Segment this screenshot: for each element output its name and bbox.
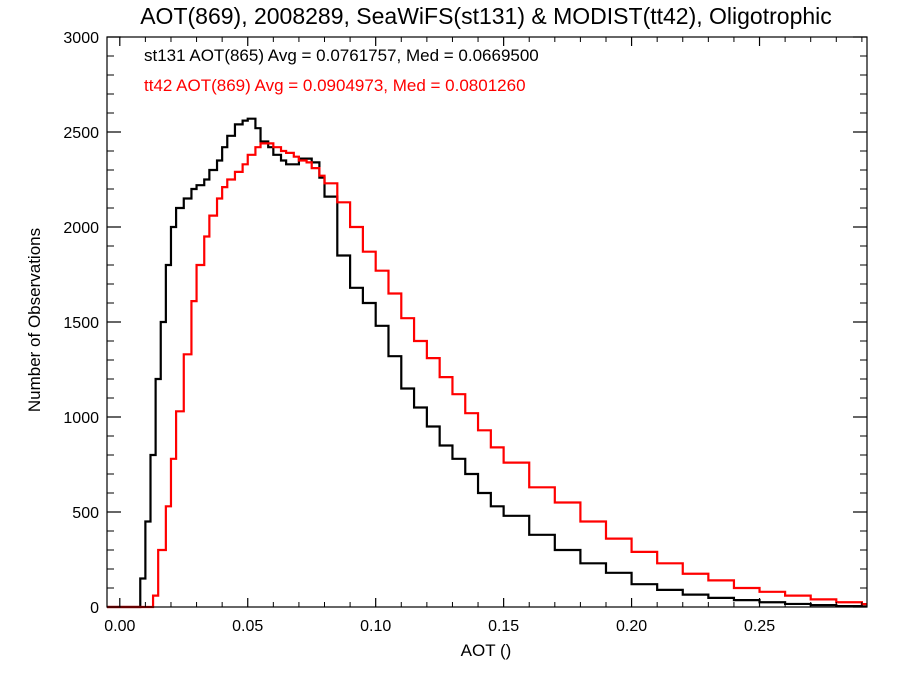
x-axis-label: AOT (): [461, 641, 512, 660]
legend: st131 AOT(865) Avg = 0.0761757, Med = 0.…: [144, 46, 539, 95]
y-tick-label: 2000: [63, 220, 99, 237]
y-axis-label: Number of Observations: [25, 228, 44, 412]
axes: 0.00 0.05 0.10 0.15 0.20 0.25 0 500 1000 1500 2000…: [63, 30, 868, 635]
y-tick-label: 3000: [63, 30, 99, 47]
y-tick-label: 2500: [63, 125, 99, 142]
x-tick-label: 0.15: [488, 618, 519, 635]
series-tt42-line: [107, 142, 867, 609]
chart-title: AOT(869), 2008289, SeaWiFS(st131) & MODI…: [140, 3, 832, 29]
x-tick-label: 0.20: [616, 618, 647, 635]
series-layer: [107, 117, 867, 609]
series-st131-line: [107, 117, 867, 609]
y-tick-label: 1500: [63, 315, 99, 332]
legend-entry-st131: st131 AOT(865) Avg = 0.0761757, Med = 0.…: [144, 46, 539, 65]
plot-frame: [106, 36, 868, 608]
y-tick-label: 500: [72, 505, 99, 522]
x-tick-label: 0.25: [744, 618, 775, 635]
x-tick-label: 0.00: [104, 618, 135, 635]
y-tick-label: 0: [90, 600, 99, 617]
legend-entry-tt42: tt42 AOT(869) Avg = 0.0904973, Med = 0.0…: [144, 76, 526, 95]
x-tick-label: 0.05: [232, 618, 263, 635]
y-tick-label: 1000: [63, 410, 99, 427]
x-tick-label: 0.10: [360, 618, 391, 635]
